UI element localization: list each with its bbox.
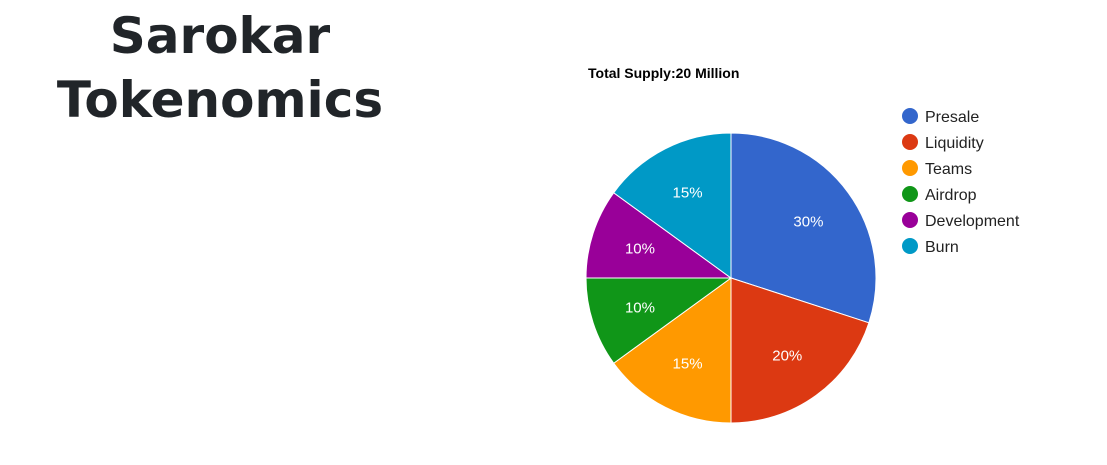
page-title: Sarokar Tokenomics — [30, 4, 410, 132]
legend-label: Burn — [925, 239, 959, 256]
page-title-line-2: Tokenomics — [56, 71, 384, 129]
legend-label: Liquidity — [925, 135, 984, 152]
chart-legend: Presale Liquidity Teams Airdrop Development B… — [902, 108, 1020, 256]
legend-label: Development — [925, 213, 1020, 230]
slice-label-burn: 15% — [673, 185, 703, 202]
legend-marker — [902, 108, 918, 124]
legend-marker — [902, 238, 918, 254]
slice-label-liquidity: 20% — [772, 347, 802, 364]
legend-item-presale[interactable]: Presale — [902, 108, 979, 126]
page-title-line-1: Sarokar — [109, 7, 331, 65]
slice-label-presale: 30% — [793, 214, 823, 231]
legend-item-teams[interactable]: Teams — [902, 160, 972, 178]
pie-slices — [585, 132, 877, 424]
pie-slice-presale[interactable] — [730, 132, 877, 324]
legend-label: Airdrop — [925, 187, 977, 204]
pie-slice-burn[interactable] — [612, 132, 732, 279]
pie-slice-teams[interactable] — [612, 277, 732, 424]
legend-item-development[interactable]: Development — [902, 212, 1020, 230]
legend-item-burn[interactable]: Burn — [902, 238, 959, 256]
legend-marker — [902, 186, 918, 202]
legend-marker — [902, 134, 918, 150]
legend-label: Presale — [925, 109, 979, 126]
pie-slice-airdrop[interactable] — [585, 277, 733, 364]
legend-item-liquidity[interactable]: Liquidity — [902, 134, 984, 152]
legend-label: Teams — [925, 161, 972, 178]
slice-label-airdrop: 10% — [625, 300, 655, 317]
slice-label-development: 10% — [625, 240, 655, 257]
chart-title: Total Supply:20 Million — [588, 65, 739, 81]
slice-label-teams: 15% — [673, 355, 703, 372]
legend-marker — [902, 160, 918, 176]
pie-slice-labels: 30% 20% 15% 10% 10% 15% — [625, 185, 823, 373]
legend-marker — [902, 212, 918, 228]
pie-slice-development[interactable] — [585, 192, 733, 279]
legend-item-airdrop[interactable]: Airdrop — [902, 186, 977, 204]
pie-slice-liquidity[interactable] — [730, 277, 870, 424]
